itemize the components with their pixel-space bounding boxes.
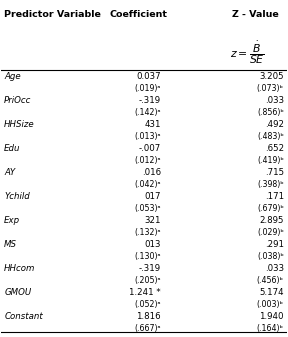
Text: 1.940: 1.940 — [259, 312, 284, 321]
Text: (.398)ᵇ: (.398)ᵇ — [257, 180, 284, 189]
Text: .016: .016 — [142, 168, 161, 177]
Text: Constant: Constant — [4, 312, 43, 321]
Text: 1.816: 1.816 — [137, 312, 161, 321]
Text: Coefficient: Coefficient — [109, 10, 167, 19]
Text: (.019)ᵃ: (.019)ᵃ — [135, 84, 161, 93]
Text: 2.895: 2.895 — [259, 216, 284, 225]
Text: 0.037: 0.037 — [137, 72, 161, 81]
Text: Predictor Variable: Predictor Variable — [4, 10, 101, 19]
Text: (.132)ᵃ: (.132)ᵃ — [134, 228, 161, 237]
Text: .492: .492 — [265, 120, 284, 129]
Text: -.319: -.319 — [139, 264, 161, 273]
Text: (.164)ᵇ: (.164)ᵇ — [257, 324, 284, 333]
Text: (.856)ᵇ: (.856)ᵇ — [257, 109, 284, 117]
Text: 017: 017 — [145, 192, 161, 201]
Text: 1.241 *: 1.241 * — [130, 288, 161, 297]
Text: .715: .715 — [265, 168, 284, 177]
Text: .171: .171 — [265, 192, 284, 201]
Text: (.012)ᵃ: (.012)ᵃ — [134, 156, 161, 165]
Text: 431: 431 — [145, 120, 161, 129]
Text: MS: MS — [4, 240, 17, 249]
Text: (.205)ᵃ: (.205)ᵃ — [134, 276, 161, 285]
Text: 013: 013 — [145, 240, 161, 249]
Text: (.029)ᵇ: (.029)ᵇ — [257, 228, 284, 237]
Text: .033: .033 — [265, 96, 284, 105]
Text: Exp: Exp — [4, 216, 20, 225]
Text: -.007: -.007 — [139, 144, 161, 153]
Text: HHSize: HHSize — [4, 120, 35, 129]
Text: (.142)ᵃ: (.142)ᵃ — [134, 109, 161, 117]
Text: PriOcc: PriOcc — [4, 96, 32, 105]
Text: (.130)ᵃ: (.130)ᵃ — [134, 252, 161, 261]
Text: (.456)ᵇ: (.456)ᵇ — [257, 276, 284, 285]
Text: $z = \dfrac{\dot{B}}{SE}$: $z = \dfrac{\dot{B}}{SE}$ — [230, 40, 264, 66]
Text: (.667)ᵃ: (.667)ᵃ — [134, 324, 161, 333]
Text: GMOU: GMOU — [4, 288, 31, 297]
Text: .652: .652 — [265, 144, 284, 153]
Text: (.003)ᵇ: (.003)ᵇ — [257, 300, 284, 309]
Text: Z - Value: Z - Value — [232, 10, 278, 19]
Text: (.419)ᵇ: (.419)ᵇ — [257, 156, 284, 165]
Text: (.052)ᵃ: (.052)ᵃ — [134, 300, 161, 309]
Text: 5.174: 5.174 — [259, 288, 284, 297]
Text: (.483)ᵇ: (.483)ᵇ — [257, 132, 284, 141]
Text: .291: .291 — [265, 240, 284, 249]
Text: (.013)ᵃ: (.013)ᵃ — [134, 132, 161, 141]
Text: 321: 321 — [145, 216, 161, 225]
Text: Ychild: Ychild — [4, 192, 30, 201]
Text: (.038)ᵇ: (.038)ᵇ — [257, 252, 284, 261]
Text: 3.205: 3.205 — [259, 72, 284, 81]
Text: (.679)ᵇ: (.679)ᵇ — [257, 204, 284, 213]
Text: Age: Age — [4, 72, 21, 81]
Text: (.073)ᵇ: (.073)ᵇ — [257, 84, 284, 93]
Text: HHcom: HHcom — [4, 264, 36, 273]
Text: AY: AY — [4, 168, 15, 177]
Text: -.319: -.319 — [139, 96, 161, 105]
Text: (.053)ᵃ: (.053)ᵃ — [134, 204, 161, 213]
Text: (.042)ᵃ: (.042)ᵃ — [134, 180, 161, 189]
Text: .033: .033 — [265, 264, 284, 273]
Text: Edu: Edu — [4, 144, 21, 153]
